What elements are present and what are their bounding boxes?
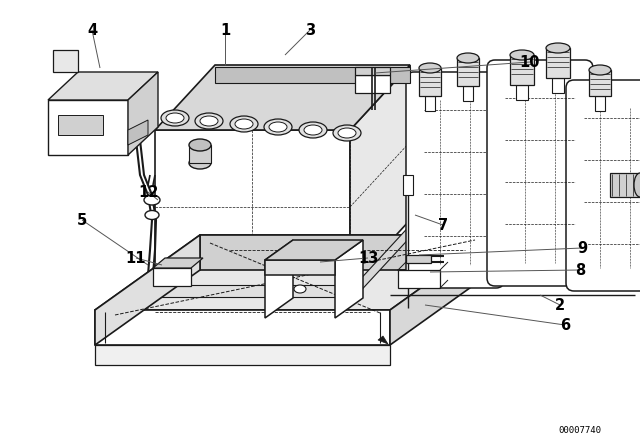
Polygon shape bbox=[155, 65, 410, 130]
Text: 6: 6 bbox=[560, 318, 570, 332]
Text: 2: 2 bbox=[555, 297, 565, 313]
Polygon shape bbox=[150, 285, 355, 297]
Text: 7: 7 bbox=[438, 217, 448, 233]
Ellipse shape bbox=[333, 125, 361, 141]
Ellipse shape bbox=[230, 116, 258, 132]
Text: 8: 8 bbox=[575, 263, 585, 277]
Ellipse shape bbox=[269, 122, 287, 132]
Polygon shape bbox=[516, 85, 528, 100]
Polygon shape bbox=[189, 145, 211, 163]
Polygon shape bbox=[390, 235, 495, 345]
Polygon shape bbox=[589, 70, 611, 96]
Text: 3: 3 bbox=[305, 22, 315, 38]
Polygon shape bbox=[155, 130, 350, 285]
Ellipse shape bbox=[304, 125, 322, 135]
Text: 10: 10 bbox=[520, 55, 540, 69]
Text: 12: 12 bbox=[138, 185, 158, 199]
Polygon shape bbox=[419, 68, 441, 96]
Ellipse shape bbox=[264, 119, 292, 135]
FancyBboxPatch shape bbox=[566, 80, 640, 291]
Polygon shape bbox=[95, 310, 390, 345]
Polygon shape bbox=[457, 58, 479, 86]
Polygon shape bbox=[355, 75, 390, 93]
Ellipse shape bbox=[589, 65, 611, 75]
Polygon shape bbox=[265, 240, 363, 260]
Text: 4: 4 bbox=[87, 22, 97, 38]
Polygon shape bbox=[153, 258, 203, 268]
Ellipse shape bbox=[200, 116, 218, 126]
Text: 00007740: 00007740 bbox=[559, 426, 602, 435]
Polygon shape bbox=[48, 72, 158, 100]
Polygon shape bbox=[95, 235, 495, 310]
Ellipse shape bbox=[510, 50, 534, 60]
Text: 9: 9 bbox=[577, 241, 587, 255]
Ellipse shape bbox=[166, 113, 184, 123]
Text: 11: 11 bbox=[125, 250, 147, 266]
Polygon shape bbox=[215, 67, 410, 83]
Polygon shape bbox=[595, 96, 605, 111]
Polygon shape bbox=[610, 173, 640, 197]
Polygon shape bbox=[546, 48, 570, 78]
Ellipse shape bbox=[299, 122, 327, 138]
Ellipse shape bbox=[144, 195, 160, 205]
Ellipse shape bbox=[419, 63, 441, 73]
Ellipse shape bbox=[457, 53, 479, 63]
Polygon shape bbox=[95, 235, 200, 345]
Text: 1: 1 bbox=[220, 22, 230, 38]
Polygon shape bbox=[265, 240, 293, 318]
Ellipse shape bbox=[338, 128, 356, 138]
FancyBboxPatch shape bbox=[406, 72, 504, 288]
Polygon shape bbox=[200, 235, 495, 270]
Polygon shape bbox=[398, 270, 440, 288]
FancyBboxPatch shape bbox=[487, 60, 593, 286]
Text: 13: 13 bbox=[358, 250, 378, 266]
Polygon shape bbox=[58, 115, 103, 135]
Ellipse shape bbox=[294, 285, 306, 293]
Ellipse shape bbox=[634, 173, 640, 197]
Polygon shape bbox=[425, 96, 435, 111]
Polygon shape bbox=[53, 50, 78, 72]
Polygon shape bbox=[153, 268, 191, 286]
Ellipse shape bbox=[195, 113, 223, 129]
Polygon shape bbox=[128, 72, 158, 155]
Polygon shape bbox=[355, 67, 390, 75]
Polygon shape bbox=[48, 100, 128, 155]
Polygon shape bbox=[510, 55, 534, 85]
Polygon shape bbox=[335, 240, 363, 318]
Ellipse shape bbox=[189, 139, 211, 151]
Polygon shape bbox=[406, 255, 431, 263]
Ellipse shape bbox=[161, 110, 189, 126]
Ellipse shape bbox=[546, 43, 570, 53]
Polygon shape bbox=[378, 336, 388, 344]
Ellipse shape bbox=[189, 157, 211, 169]
Polygon shape bbox=[355, 220, 415, 297]
Polygon shape bbox=[95, 345, 390, 365]
Polygon shape bbox=[552, 78, 564, 93]
Ellipse shape bbox=[235, 119, 253, 129]
Polygon shape bbox=[128, 120, 148, 145]
Polygon shape bbox=[350, 65, 410, 285]
Polygon shape bbox=[403, 175, 413, 195]
Text: 5: 5 bbox=[77, 212, 87, 228]
Ellipse shape bbox=[145, 211, 159, 220]
Polygon shape bbox=[463, 86, 473, 101]
Polygon shape bbox=[265, 260, 335, 275]
